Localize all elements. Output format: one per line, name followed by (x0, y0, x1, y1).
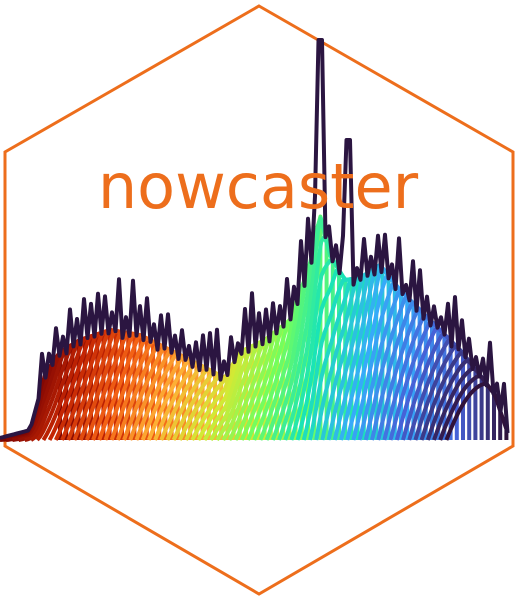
logo-wordmark: nowcaster (98, 150, 419, 223)
hexagon-badge-icon (5, 6, 513, 594)
